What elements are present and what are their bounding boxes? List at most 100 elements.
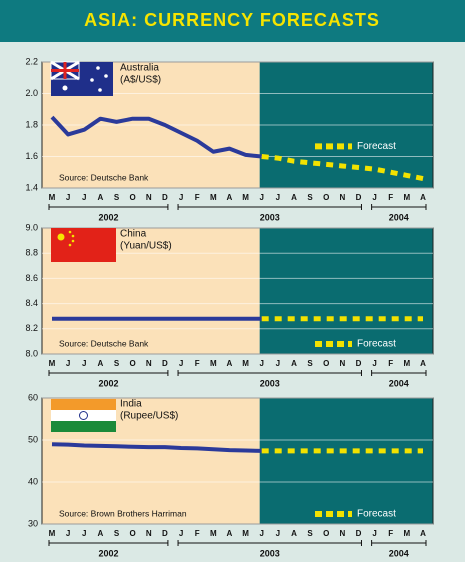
source-note: Source: Brown Brothers Harriman	[59, 508, 187, 518]
x-tick-label: M	[210, 193, 217, 202]
y-tick-label: 1.4	[25, 182, 38, 192]
x-tick-label: M	[242, 359, 249, 368]
flag-star	[104, 74, 108, 78]
x-tick-label: M	[49, 193, 56, 202]
x-tick-label: M	[404, 359, 411, 368]
x-tick-label: A	[98, 529, 104, 538]
y-tick-label: 8.0	[25, 348, 38, 358]
y-tick-label: 30	[28, 518, 38, 528]
y-tick-label: 2.0	[25, 88, 38, 98]
y-tick-label: 8.4	[25, 298, 38, 308]
x-tick-label: N	[146, 359, 152, 368]
flag-star	[98, 88, 102, 92]
x-tick-label: N	[339, 529, 345, 538]
flag-star	[57, 233, 65, 241]
x-tick-label: F	[388, 193, 393, 202]
x-tick-label: M	[49, 529, 56, 538]
plot-area-forecast	[259, 228, 433, 354]
flag-star	[90, 78, 94, 82]
x-tick-label: J	[179, 359, 183, 368]
x-tick-label: N	[339, 193, 345, 202]
flag-part	[51, 421, 116, 432]
y-tick-label: 50	[28, 434, 38, 444]
y-tick-label: 9.0	[25, 222, 38, 232]
x-tick-label: M	[210, 359, 217, 368]
title-bar	[0, 0, 465, 42]
legend-label: Forecast	[357, 141, 396, 152]
x-tick-label: D	[356, 193, 362, 202]
x-tick-label: M	[242, 529, 249, 538]
year-label: 2002	[98, 548, 118, 558]
year-label: 2003	[260, 548, 280, 558]
source-note: Source: Deutsche Bank	[59, 338, 149, 348]
x-tick-label: S	[307, 529, 313, 538]
x-tick-label: J	[276, 529, 280, 538]
x-tick-label: J	[82, 529, 86, 538]
y-tick-label: 8.2	[25, 323, 38, 333]
plot-area-forecast	[259, 398, 433, 524]
flag-star	[71, 234, 75, 238]
x-tick-label: A	[227, 529, 233, 538]
flag-star	[96, 66, 100, 70]
chart-name: India	[120, 399, 142, 410]
x-tick-label: D	[356, 359, 362, 368]
x-tick-label: D	[162, 193, 168, 202]
x-tick-label: J	[259, 529, 263, 538]
x-tick-label: J	[66, 193, 70, 202]
source-note: Source: Deutsche Bank	[59, 172, 149, 182]
x-tick-label: O	[323, 529, 329, 538]
y-tick-label: 1.8	[25, 119, 38, 129]
data-line	[51, 442, 262, 453]
x-tick-label: J	[372, 359, 376, 368]
x-tick-label: J	[276, 359, 280, 368]
x-tick-label: J	[66, 359, 70, 368]
x-tick-label: F	[388, 359, 393, 368]
x-tick-label: M	[242, 193, 249, 202]
chart-unit: (Rupee/US$)	[120, 411, 178, 422]
panels: 1.41.61.82.02.2M J J A S O N D J F M A M J J A S O N D J F M A2…	[25, 56, 434, 558]
x-tick-label: A	[98, 359, 104, 368]
x-tick-label: A	[227, 193, 233, 202]
x-tick-label: A	[291, 193, 297, 202]
year-label: 2004	[389, 548, 409, 558]
x-tick-label: A	[420, 359, 426, 368]
x-tick-label: N	[146, 529, 152, 538]
x-tick-label: J	[276, 193, 280, 202]
x-tick-label: J	[82, 193, 86, 202]
chart-name: China	[120, 229, 147, 240]
x-tick-label: J	[372, 193, 376, 202]
year-label: 2002	[98, 212, 118, 222]
x-tick-label: S	[114, 193, 120, 202]
x-tick-label: A	[227, 359, 233, 368]
x-tick-label: D	[162, 359, 168, 368]
chart-unit: (Yuan/US$)	[120, 241, 172, 252]
x-tick-label: O	[130, 193, 136, 202]
x-tick-label: A	[291, 359, 297, 368]
x-tick-label: S	[114, 529, 120, 538]
flag-star	[62, 85, 68, 91]
x-tick-label: A	[420, 529, 426, 538]
x-tick-label: D	[356, 529, 362, 538]
x-tick-label: M	[210, 529, 217, 538]
legend-label: Forecast	[357, 509, 396, 520]
flag	[51, 228, 116, 262]
chart-name: Australia	[120, 63, 159, 74]
x-tick-label: N	[146, 193, 152, 202]
x-tick-label: J	[259, 359, 263, 368]
flag-star	[71, 239, 75, 243]
x-tick-label: J	[82, 359, 86, 368]
x-tick-label: A	[291, 529, 297, 538]
x-tick-label: S	[307, 193, 313, 202]
flag-star	[68, 243, 72, 247]
x-tick-label: A	[98, 193, 104, 202]
y-tick-label: 8.6	[25, 273, 38, 283]
x-tick-label: O	[323, 359, 329, 368]
legend-label: Forecast	[357, 339, 396, 350]
y-tick-label: 2.2	[25, 56, 38, 66]
x-tick-label: M	[404, 193, 411, 202]
year-label: 2004	[389, 212, 409, 222]
x-tick-label: A	[420, 193, 426, 202]
flag-part	[51, 410, 116, 421]
x-tick-label: J	[66, 529, 70, 538]
